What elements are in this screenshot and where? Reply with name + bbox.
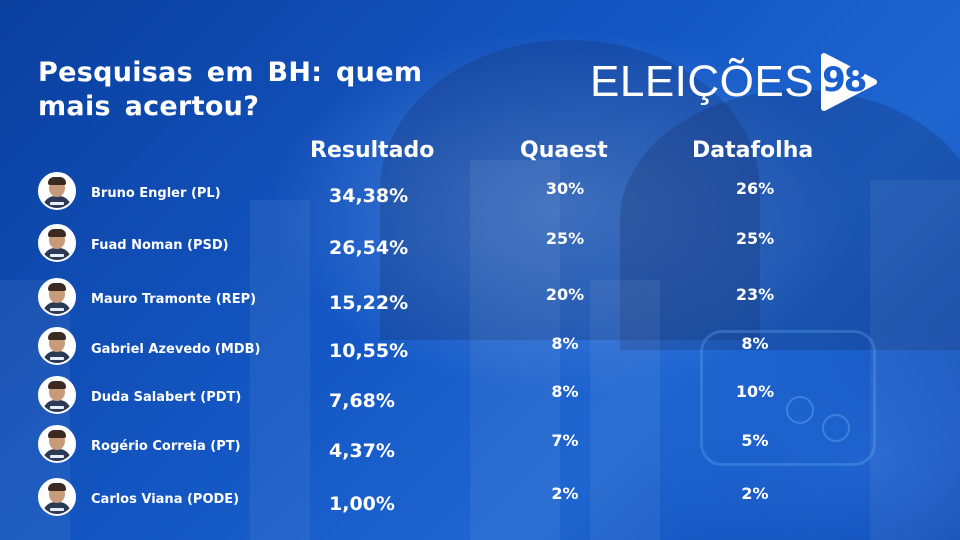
datafolha-value: 8% — [741, 334, 769, 353]
background-decoration — [786, 396, 814, 424]
candidate-photo — [38, 478, 76, 516]
column-header-resultado: Resultado — [310, 138, 435, 163]
table-row: Bruno Engler (PL) 34,38% 30% 26% — [0, 172, 960, 220]
background-decoration — [822, 414, 850, 442]
background-hill — [620, 90, 960, 350]
candidate-name: Fuad Noman (PSD) — [91, 238, 229, 253]
eleicoes-logo: ELEIÇÕES 98 — [590, 52, 880, 112]
quaest-value: 8% — [551, 382, 579, 401]
table-row: Duda Salabert (PDT) 7,68% 8% 10% — [0, 376, 960, 424]
candidate-name: Duda Salabert (PDT) — [91, 390, 242, 405]
quaest-value: 8% — [551, 334, 579, 353]
candidate-photo — [38, 224, 76, 262]
background-building — [590, 280, 660, 540]
quaest-value: 2% — [551, 484, 579, 503]
table-row: Fuad Noman (PSD) 26,54% 25% 25% — [0, 224, 960, 272]
resultado-value: 4,37% — [329, 440, 395, 462]
play-icon: 98 — [816, 52, 880, 112]
background-building — [250, 200, 310, 540]
resultado-value: 26,54% — [329, 237, 409, 259]
candidate-name: Mauro Tramonte (REP) — [91, 292, 257, 307]
logo-number: 98 — [822, 60, 867, 100]
resultado-value: 34,38% — [329, 185, 409, 207]
column-header-quaest: Quaest — [520, 138, 608, 163]
resultado-value: 7,68% — [329, 390, 395, 412]
candidate-photo — [38, 172, 76, 210]
datafolha-value: 2% — [741, 484, 769, 503]
candidate-name: Carlos Viana (PODE) — [91, 492, 240, 507]
candidate-name: Gabriel Azevedo (MDB) — [91, 342, 261, 357]
candidate-photo — [38, 376, 76, 414]
datafolha-value: 25% — [735, 229, 775, 248]
resultado-value: 1,00% — [329, 493, 395, 515]
datafolha-value: 5% — [741, 431, 769, 450]
quaest-value: 30% — [545, 179, 585, 198]
table-row: Gabriel Azevedo (MDB) 10,55% 8% 8% — [0, 327, 960, 375]
table-row: Rogério Correia (PT) 4,37% 7% 5% — [0, 425, 960, 473]
candidate-name: Bruno Engler (PL) — [91, 186, 221, 201]
datafolha-value: 23% — [735, 285, 775, 304]
resultado-value: 10,55% — [329, 340, 409, 362]
background-building — [470, 160, 560, 540]
candidate-name: Rogério Correia (PT) — [91, 439, 241, 454]
column-header-datafolha: Datafolha — [692, 138, 814, 163]
quaest-value: 7% — [551, 431, 579, 450]
page-title: Pesquisas em BH: quem mais acertou? — [38, 57, 423, 122]
candidate-photo — [38, 278, 76, 316]
logo-text: ELEIÇÕES — [590, 57, 815, 106]
background-decoration — [700, 330, 876, 466]
candidate-photo — [38, 425, 76, 463]
background-building — [870, 180, 960, 540]
datafolha-value: 10% — [735, 382, 775, 401]
quaest-value: 25% — [545, 229, 585, 248]
background-hill — [380, 40, 760, 340]
candidate-photo — [38, 327, 76, 365]
table-row: Mauro Tramonte (REP) 15,22% 20% 23% — [0, 278, 960, 326]
quaest-value: 20% — [545, 285, 585, 304]
resultado-value: 15,22% — [329, 292, 409, 314]
datafolha-value: 26% — [735, 179, 775, 198]
table-row: Carlos Viana (PODE) 1,00% 2% 2% — [0, 478, 960, 526]
